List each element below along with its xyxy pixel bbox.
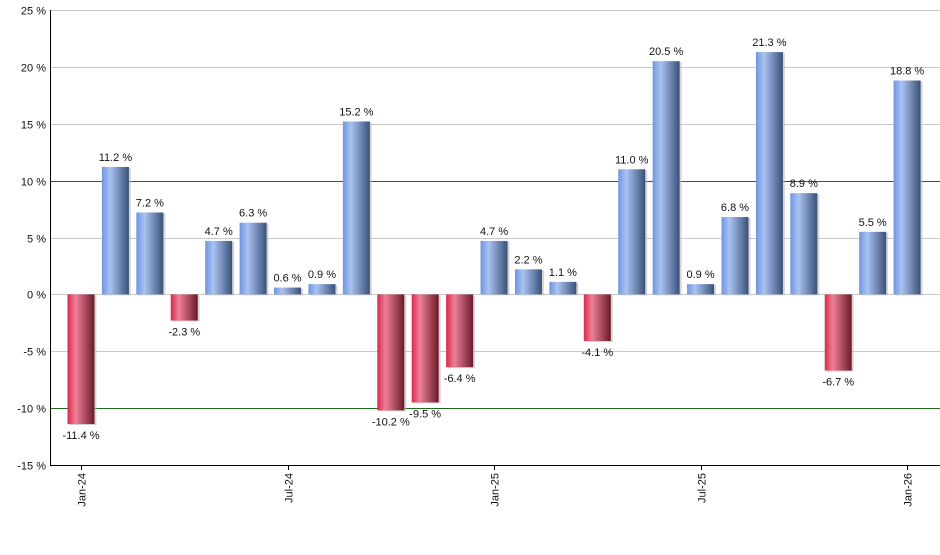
data-label: 8.9 % (790, 178, 818, 190)
bar-Jul-25 (687, 284, 715, 295)
data-label: -10.2 % (372, 416, 410, 428)
y-tick-label: 15 % (21, 120, 46, 132)
data-label: -6.4 % (444, 373, 476, 385)
x-tick-label: Jan-24 (77, 473, 89, 507)
y-tick-label: -15 % (17, 461, 46, 473)
y-tick-label: 0 % (27, 290, 46, 302)
bar-Jul-24 (274, 287, 302, 295)
data-label: 0.9 % (308, 269, 336, 281)
bar-Jan-25 (480, 240, 508, 295)
bar-Sep-24 (342, 121, 370, 295)
data-label: 5.5 % (859, 217, 887, 229)
bar-Sep-25 (755, 52, 783, 295)
bar-Jun-25 (652, 61, 680, 295)
bar-Aug-24 (308, 284, 336, 295)
bar-Mar-24 (136, 212, 164, 295)
data-label: 0.9 % (686, 269, 714, 281)
x-tick-label: Jan-25 (490, 473, 502, 507)
bar-Jan-24 (67, 294, 95, 425)
x-tick-label: Jan-26 (903, 473, 915, 507)
data-label: 4.7 % (205, 226, 233, 238)
data-label: 6.8 % (721, 202, 749, 214)
bar-Feb-24 (101, 166, 129, 295)
bar-Dec-24 (446, 294, 474, 368)
bar-Jan-26 (893, 80, 921, 295)
y-tick-label: 5 % (27, 234, 46, 246)
bar-Nov-24 (411, 294, 439, 403)
data-label: 15.2 % (339, 106, 373, 118)
data-label: 4.7 % (480, 226, 508, 238)
data-label: -6.7 % (822, 377, 854, 389)
bar-May-24 (205, 240, 233, 295)
data-label: 7.2 % (136, 197, 164, 209)
y-tick-label: 20 % (21, 63, 46, 75)
data-label: 18.8 % (890, 66, 924, 78)
data-label: 21.3 % (752, 37, 786, 49)
y-tick-label: -5 % (23, 347, 46, 359)
data-label: -9.5 % (409, 408, 441, 420)
y-tick-label: -10 % (17, 404, 46, 416)
bar-May-25 (618, 169, 646, 295)
data-label: 0.6 % (273, 273, 301, 285)
data-label: -11.4 % (62, 430, 99, 442)
bar-Mar-25 (549, 281, 577, 295)
bar-Apr-24 (170, 294, 198, 321)
bar-Oct-25 (790, 193, 818, 295)
y-tick-label: 25 % (21, 6, 46, 18)
bar-Dec-25 (859, 231, 887, 295)
data-label: -2.3 % (168, 327, 200, 339)
x-tick-label: Jul-24 (284, 473, 296, 503)
bar-Aug-25 (721, 217, 749, 295)
data-label: -4.1 % (581, 347, 613, 359)
data-label: 2.2 % (514, 254, 542, 266)
bar-Oct-24 (377, 294, 405, 411)
data-label: 20.5 % (649, 46, 683, 58)
bar-Jun-24 (239, 222, 267, 295)
data-label: 6.3 % (239, 208, 267, 220)
bar-Nov-25 (824, 294, 852, 371)
y-tick-label: 10 % (21, 177, 46, 189)
bar-Feb-25 (514, 269, 542, 295)
bar-Apr-25 (583, 294, 611, 342)
data-label: 1.1 % (549, 267, 577, 279)
x-tick-label: Jul-25 (697, 473, 709, 503)
data-label: 11.0 % (615, 154, 649, 166)
data-label: 11.2 % (99, 152, 133, 164)
